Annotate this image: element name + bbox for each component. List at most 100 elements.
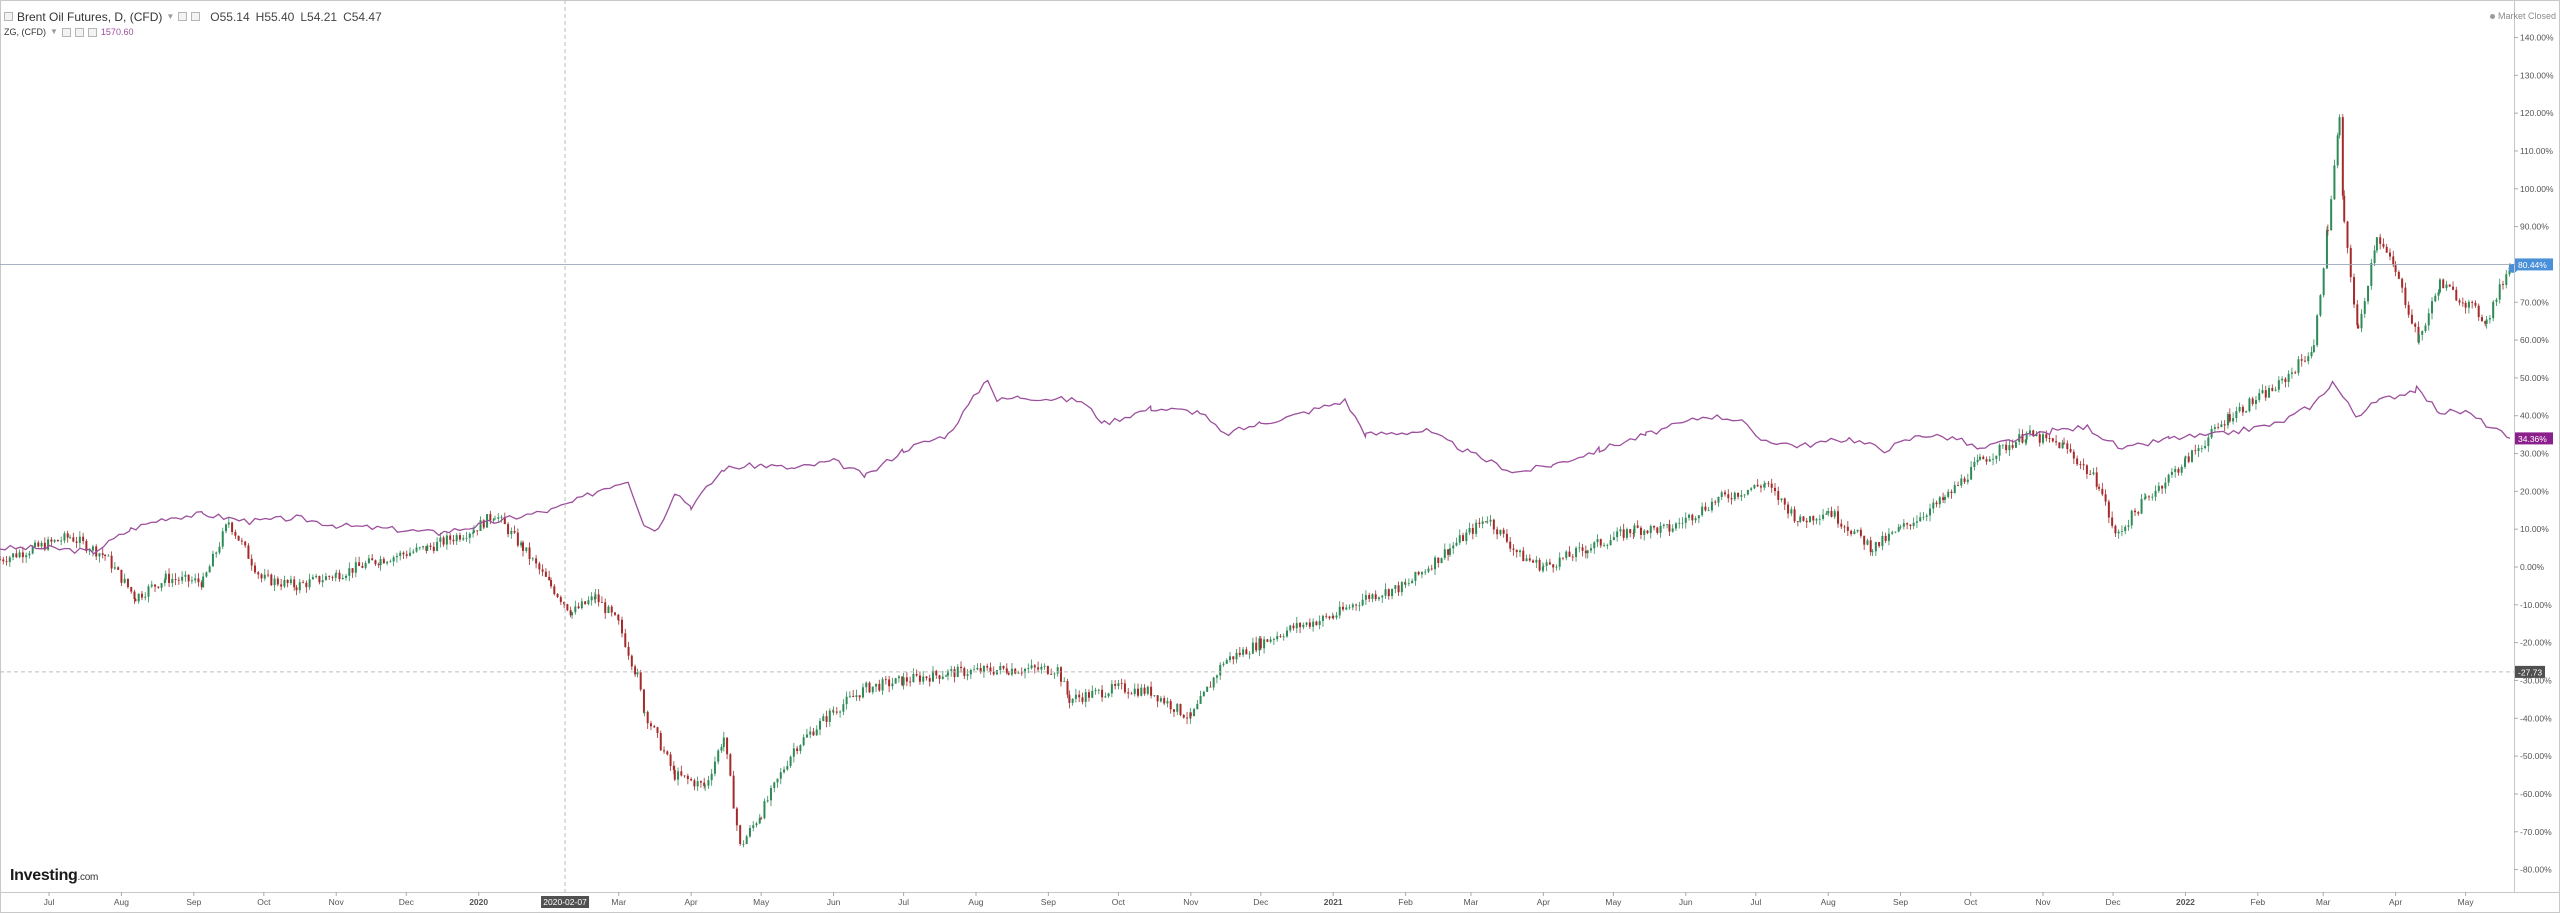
- candle: [902, 672, 905, 690]
- candle-body: [953, 669, 956, 677]
- candle-body: [260, 574, 263, 579]
- close-icon[interactable]: [191, 12, 201, 21]
- candle-body: [1625, 529, 1628, 538]
- candle-body: [1328, 616, 1331, 619]
- candle-body: [72, 537, 75, 542]
- x-tick-label: Feb: [1398, 897, 1413, 907]
- candle-body: [1053, 673, 1056, 675]
- y-tick-label: -40.00%: [2520, 713, 2552, 723]
- candle: [1973, 457, 1976, 471]
- candle: [1295, 616, 1298, 634]
- candle-body: [432, 546, 435, 551]
- legend-main-row[interactable]: Brent Oil Futures, D, (CFD) ▼ O55.14 H55.…: [4, 8, 388, 25]
- visibility-icon[interactable]: [61, 27, 71, 37]
- candle: [174, 573, 177, 586]
- candle: [2414, 322, 2417, 333]
- candle-body: [828, 710, 831, 722]
- candle-body: [2228, 414, 2231, 422]
- candle-body: [1938, 497, 1941, 505]
- candle: [634, 664, 637, 677]
- candle: [1258, 636, 1261, 657]
- x-tick-label: Sep: [1893, 897, 1908, 907]
- candle: [1884, 532, 1887, 544]
- candle: [1123, 679, 1126, 694]
- candle-body: [2124, 526, 2127, 532]
- candle: [1653, 525, 1656, 531]
- candle-body: [2008, 445, 2011, 451]
- candle: [1953, 481, 1956, 494]
- chart-legend: Brent Oil Futures, D, (CFD) ▼ O55.14 H55.…: [4, 8, 388, 39]
- candle-body: [263, 574, 266, 579]
- settings-icon[interactable]: [178, 12, 188, 21]
- candle-body: [1005, 668, 1008, 673]
- chevron-down-icon[interactable]: ▼: [166, 11, 175, 21]
- candle: [1891, 530, 1894, 535]
- y-tick-label: 60.00%: [2520, 335, 2549, 345]
- x-tick-label: Sep: [186, 897, 201, 907]
- legend-compare-row[interactable]: ZG, (CFD) ▼ 1570.60: [4, 25, 388, 39]
- candle-body: [696, 781, 699, 787]
- candle: [865, 681, 868, 693]
- candle-body: [2397, 271, 2400, 279]
- candle-body: [839, 711, 842, 713]
- candle-body: [805, 734, 808, 738]
- candle-body: [1603, 545, 1606, 547]
- candle: [2127, 519, 2130, 531]
- candle-body: [53, 540, 56, 542]
- candle: [1555, 564, 1558, 571]
- candle: [2095, 467, 2098, 490]
- candle-body: [234, 531, 237, 536]
- candle: [2014, 441, 2017, 448]
- candle: [1502, 527, 1505, 538]
- candle-body: [37, 542, 40, 547]
- candle: [25, 552, 28, 563]
- candle: [594, 588, 597, 604]
- candle-body: [1486, 521, 1489, 523]
- candle-body: [624, 633, 627, 647]
- collapse-icon[interactable]: [4, 12, 13, 21]
- candle: [1793, 506, 1796, 524]
- candle-body: [1465, 532, 1468, 541]
- candle-body: [253, 565, 256, 573]
- candle-body: [2488, 318, 2491, 320]
- candle-body: [992, 671, 995, 675]
- candle: [1593, 541, 1596, 554]
- candle-body: [221, 531, 224, 547]
- candle-body: [1837, 511, 1840, 524]
- main-symbol-title[interactable]: Brent Oil Futures, D, (CFD): [17, 9, 163, 24]
- candle-body: [745, 836, 748, 844]
- candle-body: [1743, 494, 1746, 496]
- candle-body: [1593, 542, 1596, 549]
- candle: [2349, 244, 2352, 283]
- candle: [1966, 473, 1969, 485]
- x-tick-label: 2021: [1324, 897, 1343, 907]
- y-tick-label: 110.00%: [2520, 146, 2553, 156]
- candle: [177, 576, 180, 585]
- candle: [1071, 698, 1074, 706]
- candle: [717, 749, 720, 765]
- settings-icon[interactable]: [74, 27, 84, 37]
- candle: [1279, 634, 1282, 638]
- candle: [871, 686, 874, 695]
- close-icon[interactable]: [87, 27, 97, 37]
- candle-body: [2431, 301, 2434, 314]
- candle-body: [2382, 243, 2385, 247]
- candle-body: [1681, 522, 1684, 524]
- chevron-down-icon[interactable]: ▼: [50, 27, 58, 36]
- candle: [786, 760, 789, 771]
- candle: [760, 816, 763, 820]
- candle-body: [171, 579, 174, 583]
- candle: [1159, 695, 1162, 703]
- candle: [1843, 525, 1846, 533]
- candle-body: [726, 737, 729, 755]
- compare-symbol-title[interactable]: ZG, (CFD): [4, 27, 46, 37]
- candle-body: [938, 675, 941, 679]
- candle: [1837, 505, 1840, 528]
- candle: [1756, 479, 1759, 488]
- candle-body: [852, 695, 855, 697]
- candle: [938, 674, 941, 684]
- candle: [1338, 601, 1341, 619]
- investing-logo[interactable]: Investing.com: [10, 867, 98, 885]
